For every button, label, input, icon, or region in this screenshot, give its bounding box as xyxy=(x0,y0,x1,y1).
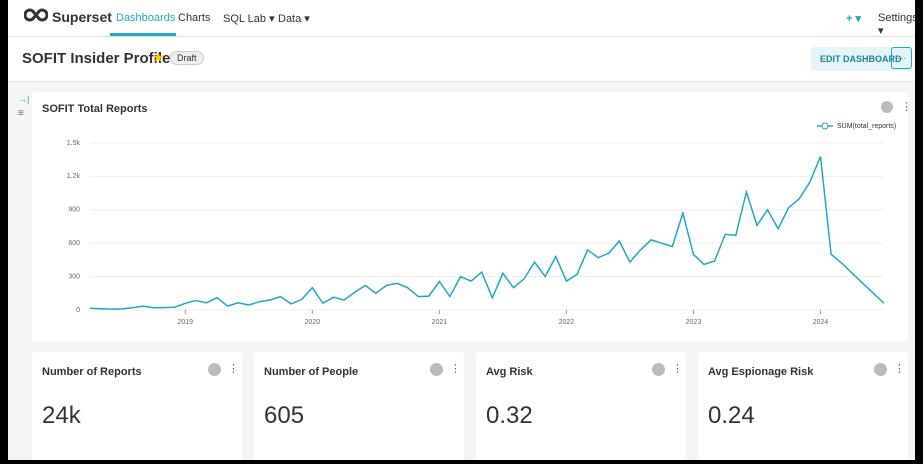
big-number: 0.24 xyxy=(708,402,755,429)
navbar: Superset Dashboards Charts SQL Lab ▾ Dat… xyxy=(8,0,915,37)
menu-icon[interactable]: ⋮ xyxy=(901,101,908,113)
nav-item[interactable]: Dashboards xyxy=(116,12,176,24)
brand[interactable]: Superset xyxy=(52,9,112,25)
app: Superset Dashboards Charts SQL Lab ▾ Dat… xyxy=(8,0,915,460)
filter-indicator[interactable] xyxy=(881,101,893,113)
card-title: Avg Espionage Risk xyxy=(708,366,814,378)
filter-indicator[interactable] xyxy=(874,363,887,376)
metric-card: Number of People ⋮ 605 xyxy=(254,352,464,460)
x-tick-label: 2024 xyxy=(813,319,829,326)
big-number: 605 xyxy=(264,402,305,429)
more-button[interactable]: ··· xyxy=(891,47,912,69)
favorite-star[interactable]: ★ xyxy=(152,49,165,65)
x-tick-label: 2019 xyxy=(177,319,193,326)
settings-menu[interactable]: Settings ▾ xyxy=(878,12,915,37)
edit-button[interactable]: EDIT DASHBOARD xyxy=(811,47,911,71)
card-title: Number of People xyxy=(264,366,359,378)
card-title: Number of Reports xyxy=(42,366,142,378)
filter-indicator[interactable] xyxy=(430,363,443,376)
filter-indicator[interactable] xyxy=(652,363,665,376)
chart: SOFIT Total Reports ⋮ 0 300 600 900 1.2k 1.5k… xyxy=(42,101,908,326)
y-tick-label: 1.5k xyxy=(67,140,81,147)
big-number: 24k xyxy=(42,402,81,429)
chart-card: SOFIT Total Reports ⋮ 0 300 600 900 1.2k 1.5k… xyxy=(32,92,908,342)
menu-icon[interactable]: ⋮ xyxy=(450,363,461,375)
menu-icon[interactable]: ⋮ xyxy=(894,363,905,375)
x-tick-label: 2021 xyxy=(432,319,448,326)
dashboard-header: SOFIT Insider Profile ★ Draft EDIT DASHB… xyxy=(8,37,915,82)
menu-icon[interactable]: ⋮ xyxy=(672,363,683,375)
metric-card: Number of Reports ⋮ 24k xyxy=(32,352,242,460)
line xyxy=(89,156,885,310)
big-number: 0.32 xyxy=(486,402,533,429)
legend-label: SUM(total_reports) xyxy=(837,123,896,130)
metric-card: Avg Espionage Risk ⋮ 0.24 xyxy=(698,352,908,460)
chart-title: SOFIT Total Reports xyxy=(42,103,148,115)
filter-indicator[interactable] xyxy=(208,363,221,376)
y-tick-label: 300 xyxy=(68,273,80,280)
y-tick-label: 600 xyxy=(68,240,80,247)
metric-card: Avg Risk ⋮ 0.32 xyxy=(476,352,686,460)
card-title: Avg Risk xyxy=(486,366,533,378)
y-tick-label: 0 xyxy=(76,307,80,314)
status-badge: Draft xyxy=(170,51,204,65)
menu-icon[interactable]: ⋮ xyxy=(228,363,239,375)
nav-item[interactable]: SQL Lab ▾ xyxy=(223,13,275,25)
logo xyxy=(24,8,48,22)
y-tick-label: 900 xyxy=(68,207,80,214)
x-tick-label: 2023 xyxy=(686,319,702,326)
nav-item[interactable]: Charts xyxy=(178,12,211,24)
legend-marker xyxy=(821,122,829,130)
active-tab xyxy=(110,33,176,36)
x-tick-label: 2022 xyxy=(559,319,575,326)
y-tick-label: 1.2k xyxy=(67,173,81,180)
expand-filters[interactable]: →| xyxy=(18,94,30,104)
add-menu[interactable]: + ▾ xyxy=(846,13,862,25)
x-tick-label: 2020 xyxy=(305,319,321,326)
filter-icon[interactable]: ≡ xyxy=(18,108,24,119)
dashboard-title: SOFIT Insider Profile xyxy=(22,50,171,67)
nav-item[interactable]: Data ▾ xyxy=(278,13,310,25)
